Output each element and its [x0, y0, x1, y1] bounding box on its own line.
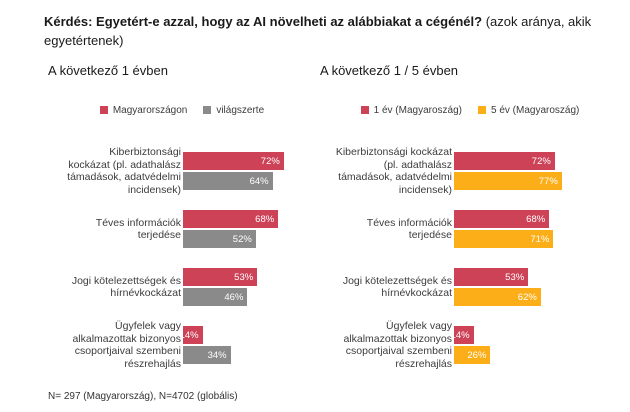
- chart-row: Ügyfelek vagy alkalmazottak bizonyos cso…: [320, 320, 620, 370]
- chart-row: Téves információk terjedése 68% 52%: [44, 210, 320, 248]
- bar: 14%: [450, 326, 474, 344]
- legend-item: 5 év (Magyaroszág): [478, 105, 579, 116]
- chart-row: Kiberbiztonsági kockázat (pl. adathalász…: [44, 146, 320, 196]
- bar: 26%: [454, 346, 491, 364]
- category-label: Jogi kötelezettségek és hírnévkockázat: [71, 274, 181, 300]
- bar-group: 68% 52%: [183, 210, 279, 248]
- bar-group: 53% 62%: [454, 268, 541, 306]
- legend-swatch-icon: [203, 106, 212, 114]
- bar-value-label: 52%: [232, 233, 252, 245]
- bar-value-label: 77%: [538, 175, 558, 187]
- legend: 1 év (Magyaroszág) 5 év (Magyaroszág): [320, 104, 620, 116]
- bar-value-label: 62%: [517, 291, 537, 303]
- bar-group: 68% 71%: [454, 210, 554, 248]
- bar-value-label: 53%: [234, 271, 254, 283]
- question-title: Kérdés: Egyetért-e azzal, hogy az AI növ…: [44, 12, 600, 50]
- bar-value-label: 53%: [505, 271, 525, 283]
- chart-row: Jogi kötelezettségek és hírnévkockázat 53…: [44, 268, 320, 306]
- bar-value-label: 64%: [249, 175, 269, 187]
- bar-value-label: 68%: [526, 213, 546, 225]
- bar: 77%: [454, 172, 562, 190]
- bar: 71%: [454, 230, 554, 248]
- bar-value-label: 72%: [260, 155, 280, 167]
- bar: 53%: [183, 268, 258, 286]
- chart-rows: Kiberbiztonsági kockázat (pl. adathalász…: [320, 146, 620, 370]
- bar: 68%: [454, 210, 550, 228]
- legend-swatch-icon: [99, 106, 108, 114]
- legend: Magyarországon világszerte: [44, 104, 320, 116]
- category-label: Jogi kötelezettségek és hírnévkockázat: [342, 274, 452, 300]
- chart-row: Jogi kötelezettségek és hírnévkockázat 53…: [320, 268, 620, 306]
- bar: 34%: [183, 346, 231, 364]
- charts-area: A következő 1 évben Magyarországon világ…: [44, 63, 630, 384]
- bar-value-label: 14%: [179, 329, 199, 341]
- category-label: Téves információk terjedése: [95, 216, 181, 242]
- legend-label: világszerte: [216, 104, 265, 116]
- legend-label: 5 év (Magyaroszág): [491, 104, 580, 116]
- category-label: Kiberbiztonsági kockázat (pl. adathalász…: [67, 146, 181, 196]
- category-label: Ügyfelek vagy alkalmazottak bizonyos cso…: [343, 320, 452, 370]
- category-label: Téves információk terjedése: [366, 216, 452, 242]
- category-label: Ügyfelek vagy alkalmazottak bizonyos cso…: [72, 320, 181, 370]
- bar: 64%: [183, 172, 273, 190]
- bar-value-label: 72%: [531, 155, 551, 167]
- bar-group: 53% 46%: [183, 268, 258, 306]
- bar: 72%: [454, 152, 555, 170]
- sample-size-note: N= 297 (Magyarország), N=4702 (globális): [48, 391, 238, 402]
- legend-swatch-icon: [360, 106, 369, 114]
- bar-group: 14% 34%: [179, 326, 231, 364]
- bar: 52%: [183, 230, 256, 248]
- legend-label: Magyarországon: [112, 104, 188, 116]
- bar-group: 72% 64%: [183, 152, 284, 190]
- legend-label: 1 év (Magyaroszág): [373, 104, 462, 116]
- bar: 72%: [183, 152, 284, 170]
- bar-value-label: 71%: [530, 233, 550, 245]
- bar: 53%: [454, 268, 529, 286]
- bar-value-label: 14%: [450, 329, 470, 341]
- panel-subtitle: A következő 1 / 5 évben: [320, 63, 459, 78]
- bar-value-label: 26%: [467, 349, 487, 361]
- legend-item: világszerte: [203, 105, 264, 116]
- chart-row: Téves információk terjedése 68% 71%: [320, 210, 620, 248]
- chart-panel-1-year: A következő 1 évben Magyarországon világ…: [44, 63, 320, 384]
- legend-item: Magyarországon: [99, 104, 188, 116]
- bar-value-label: 68%: [255, 213, 275, 225]
- chart-panel-1-5-years: A következő 1 / 5 évben 1 év (Magyaroszá…: [320, 63, 620, 384]
- bar-value-label: 46%: [224, 291, 244, 303]
- bar: 68%: [183, 210, 279, 228]
- bar: 14%: [179, 326, 203, 344]
- bar: 62%: [454, 288, 541, 306]
- bar-group: 72% 77%: [454, 152, 562, 190]
- bar: 46%: [183, 288, 248, 306]
- chart-row: Kiberbiztonsági kockázat (pl. adathalász…: [320, 146, 620, 196]
- bar-value-label: 34%: [207, 349, 227, 361]
- legend-item: 1 év (Magyaroszág): [360, 104, 462, 116]
- category-label: Kiberbiztonsági kockázat (pl. adathalász…: [335, 146, 452, 196]
- chart-row: Ügyfelek vagy alkalmazottak bizonyos cso…: [44, 320, 320, 370]
- legend-swatch-icon: [478, 106, 486, 114]
- bar-group: 14% 26%: [450, 326, 491, 364]
- question-title-text: Kérdés: Egyetért-e azzal, hogy az AI növ…: [44, 14, 483, 29]
- question-title-note: (azok aránya, akik egyetértenek): [44, 14, 592, 48]
- panel-subtitle: A következő 1 évben: [48, 63, 168, 78]
- chart-rows: Kiberbiztonsági kockázat (pl. adathalász…: [44, 146, 320, 370]
